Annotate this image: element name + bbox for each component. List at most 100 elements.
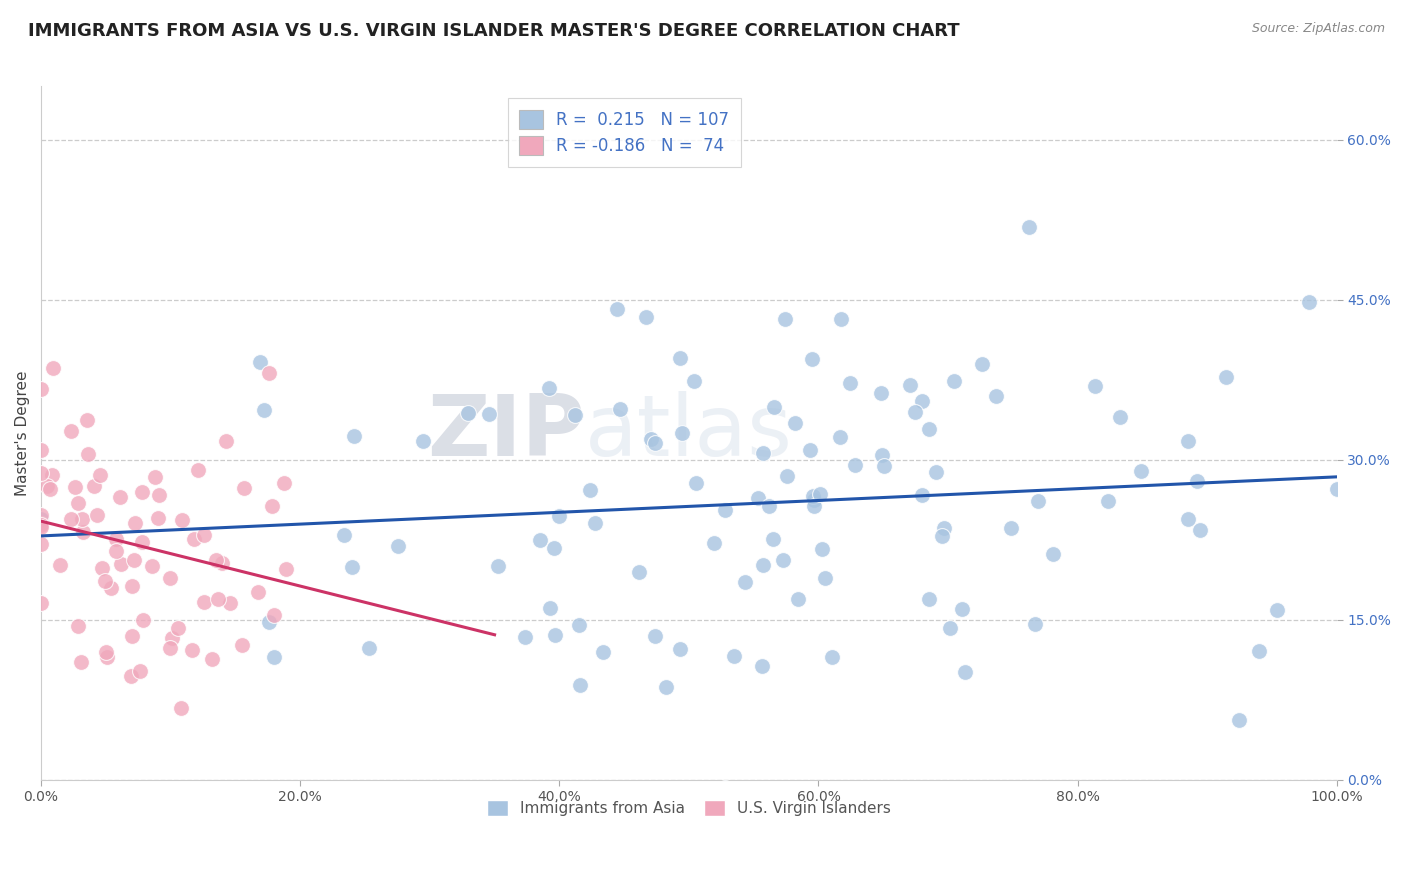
Point: [170, 513, 193, 527]
Point: [803, 499, 825, 513]
Point: [668, 351, 690, 365]
Point: [121, 628, 143, 642]
Point: [30, 466, 52, 480]
Point: [972, 357, 994, 371]
Point: [253, 403, 276, 417]
Point: [751, 659, 773, 673]
Point: [94, 645, 117, 659]
Point: [219, 597, 242, 611]
Point: [723, 648, 745, 663]
Point: [205, 553, 228, 567]
Point: [1227, 713, 1250, 727]
Point: [592, 645, 614, 659]
Point: [898, 378, 921, 392]
Point: [141, 558, 163, 573]
Point: [30, 442, 52, 457]
Point: [752, 446, 775, 460]
Point: [67, 496, 90, 510]
Point: [160, 631, 183, 645]
Point: [1215, 369, 1237, 384]
Point: [342, 560, 364, 574]
Point: [775, 312, 797, 326]
Point: [830, 311, 852, 326]
Point: [94, 574, 117, 588]
Point: [69, 655, 91, 669]
Point: [41, 467, 63, 482]
Point: [35, 479, 58, 493]
Point: [110, 490, 132, 504]
Point: [263, 650, 285, 665]
Point: [918, 422, 941, 436]
Point: [49, 558, 72, 572]
Point: [873, 459, 896, 474]
Legend: Immigrants from Asia, U.S. Virgin Islanders: Immigrants from Asia, U.S. Virgin Island…: [479, 793, 898, 824]
Point: [537, 381, 560, 395]
Point: [148, 488, 170, 502]
Point: [758, 500, 780, 514]
Text: atlas: atlas: [585, 392, 793, 475]
Point: [60, 424, 83, 438]
Point: [30, 517, 52, 532]
Point: [193, 528, 215, 542]
Point: [412, 434, 434, 448]
Point: [60, 512, 83, 526]
Point: [1177, 434, 1199, 448]
Point: [1188, 524, 1211, 538]
Point: [869, 386, 891, 401]
Point: [685, 475, 707, 490]
Point: [950, 601, 973, 615]
Point: [187, 463, 209, 477]
Point: [30, 596, 52, 610]
Point: [821, 649, 844, 664]
Point: [124, 516, 146, 530]
Point: [814, 571, 837, 585]
Point: [249, 355, 271, 369]
Point: [655, 680, 678, 694]
Y-axis label: Master's Degree: Master's Degree: [15, 370, 30, 496]
Point: [1265, 603, 1288, 617]
Point: [925, 465, 948, 479]
Point: [333, 528, 356, 542]
Point: [786, 592, 808, 607]
Point: [457, 406, 479, 420]
Point: [799, 442, 821, 457]
Point: [89, 467, 111, 482]
Point: [644, 629, 666, 643]
Point: [273, 475, 295, 490]
Point: [38, 482, 60, 496]
Point: [1042, 548, 1064, 562]
Point: [606, 301, 628, 316]
Point: [808, 487, 831, 501]
Point: [30, 520, 52, 534]
Point: [91, 561, 114, 575]
Point: [640, 432, 662, 446]
Point: [104, 544, 127, 558]
Point: [644, 436, 666, 450]
Point: [30, 508, 52, 523]
Point: [30, 382, 52, 396]
Point: [772, 553, 794, 567]
Point: [828, 430, 851, 444]
Point: [30, 512, 52, 526]
Point: [762, 401, 785, 415]
Point: [544, 628, 567, 642]
Point: [801, 352, 824, 367]
Point: [938, 621, 960, 635]
Point: [1130, 464, 1153, 478]
Point: [931, 529, 953, 543]
Point: [515, 630, 537, 644]
Point: [529, 533, 551, 547]
Text: IMMIGRANTS FROM ASIA VS U.S. VIRGIN ISLANDER MASTER'S DEGREE CORRELATION CHART: IMMIGRANTS FROM ASIA VS U.S. VIRGIN ISLA…: [28, 22, 960, 40]
Point: [257, 615, 280, 629]
Point: [207, 592, 229, 607]
Point: [1108, 409, 1130, 424]
Point: [911, 488, 934, 502]
Point: [752, 558, 775, 572]
Point: [86, 508, 108, 522]
Point: [579, 483, 602, 498]
Point: [76, 413, 98, 427]
Point: [387, 539, 409, 553]
Text: ZIP: ZIP: [427, 392, 585, 475]
Point: [96, 649, 118, 664]
Point: [121, 578, 143, 592]
